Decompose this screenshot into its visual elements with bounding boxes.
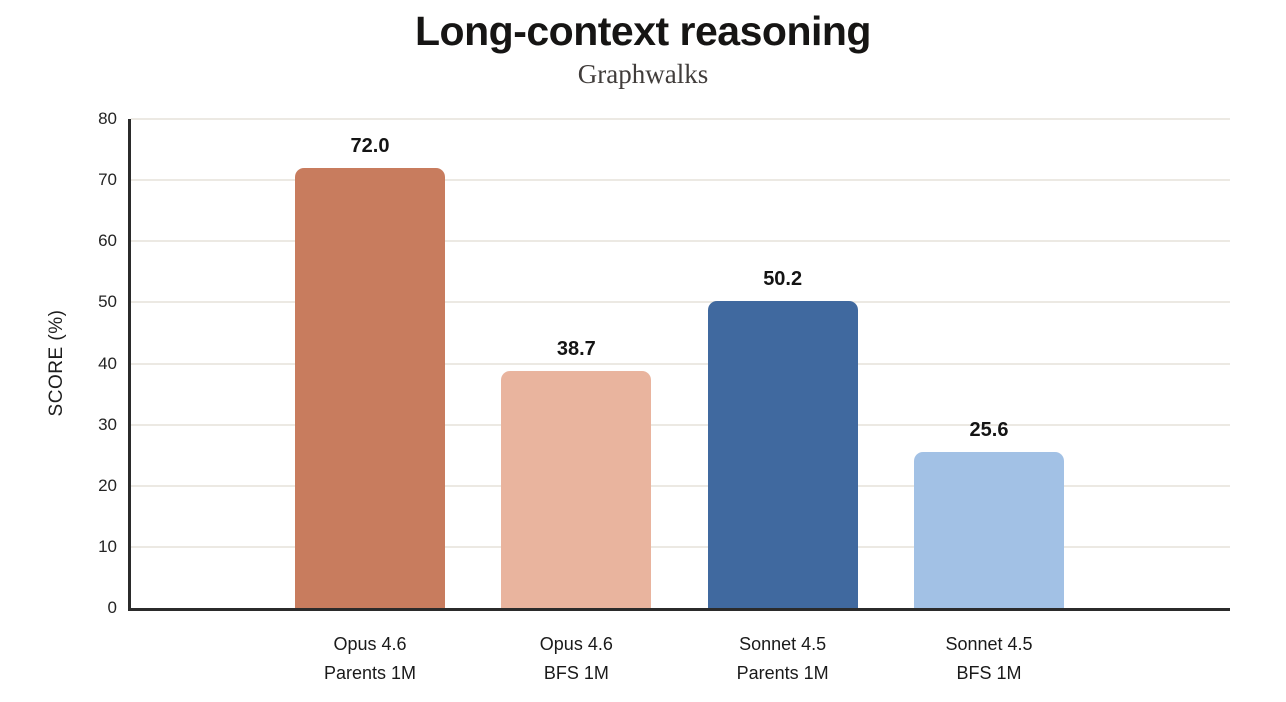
x-category-label-line: Opus 4.6 (333, 634, 407, 654)
y-axis-line (128, 119, 131, 611)
bar-sonnet-4-5-parents-1m (707, 301, 858, 608)
gridline (131, 484, 1230, 487)
bar-opus-4-6-parents-1m (295, 167, 445, 608)
x-category-label-sonnet-4-5-parents-1m: Sonnet 4.5 Parents 1M (668, 630, 898, 688)
chart-title: Long-context reasoning (415, 8, 871, 54)
bar-value-label-sonnet-4-5-parents-1m: 50.2 (763, 268, 803, 291)
gridline (131, 179, 1230, 182)
y-tick-label: 10 (98, 536, 117, 556)
y-tick-label: 70 (98, 170, 117, 190)
x-category-label-line: Opus 4.6 (539, 634, 613, 654)
gridline (131, 240, 1230, 243)
x-category-label-line: BFS 1M (956, 663, 1022, 683)
y-tick-label: 30 (98, 414, 117, 434)
x-axis-line (128, 608, 1230, 611)
y-tick-label: 80 (98, 109, 117, 128)
bar-value-label-opus-4-6-bfs-1m: 38.7 (556, 338, 596, 361)
x-category-label-line: BFS 1M (543, 663, 609, 683)
gridline (131, 301, 1230, 304)
x-category-label-line: Sonnet 4.5 (739, 634, 827, 654)
bar-value-label-opus-4-6-parents-1m: 72.0 (350, 134, 390, 157)
bar-sonnet-4-5-bfs-1m (913, 451, 1064, 608)
y-tick-label: 40 (98, 353, 117, 373)
x-category-label-opus-4-6-bfs-1m: Opus 4.6 BFS 1M (461, 630, 691, 688)
y-tick-label: 20 (98, 475, 117, 495)
chart-header: Long-context reasoning Graphwalks (0, 0, 1286, 90)
y-tick-label: 60 (98, 231, 117, 251)
gridline (131, 118, 1230, 120)
x-category-label-line: Parents 1M (736, 663, 829, 683)
gridline (131, 362, 1230, 365)
x-category-label-line: Parents 1M (323, 663, 417, 683)
bar-value-label-sonnet-4-5-bfs-1m: 25.6 (969, 418, 1009, 441)
chart-subtitle: Graphwalks (577, 59, 709, 89)
y-tick-label: 50 (98, 292, 117, 312)
gridline (131, 545, 1230, 548)
y-tick-label: 0 (107, 598, 117, 617)
x-category-label-sonnet-4-5-bfs-1m: Sonnet 4.5 BFS 1M (874, 630, 1104, 688)
x-category-label-opus-4-6-parents-1m: Opus 4.6 Parents 1M (255, 630, 485, 688)
x-category-label-line: Sonnet 4.5 (945, 634, 1033, 654)
bar-opus-4-6-bfs-1m (501, 371, 652, 608)
gridline (131, 423, 1230, 426)
